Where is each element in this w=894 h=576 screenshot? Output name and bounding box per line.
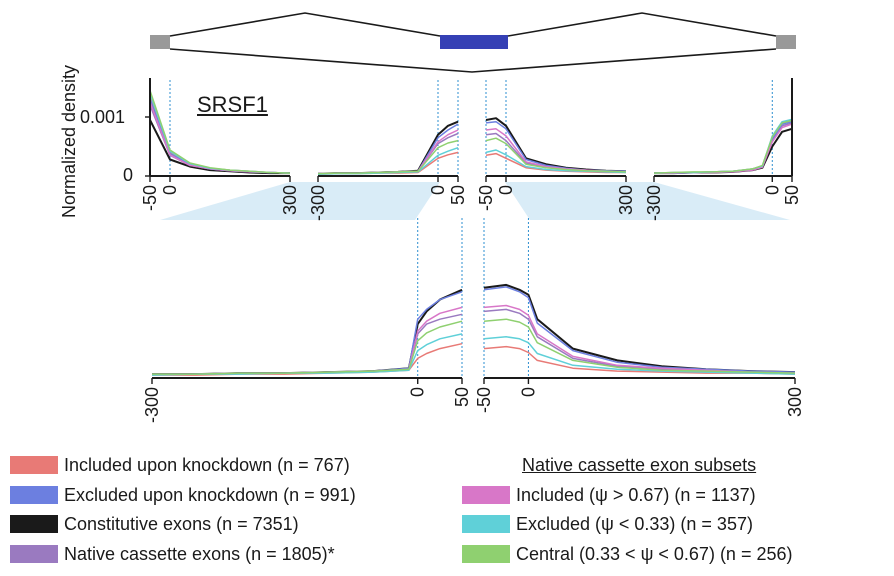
x-tick-label: 0 xyxy=(428,185,448,195)
series-line-included-psi xyxy=(152,307,462,374)
inclusion-junction-left xyxy=(170,13,440,36)
legend-swatch xyxy=(10,515,58,533)
ytick-0: 0 xyxy=(123,165,133,185)
series-line-constitutive xyxy=(484,285,795,372)
zoom-shade-left xyxy=(160,182,440,220)
x-tick-label: -50 xyxy=(140,185,160,211)
cassette-exon xyxy=(440,35,508,49)
x-tick-label: 50 xyxy=(448,185,468,205)
legend-label: Constitutive exons (n = 7351) xyxy=(64,515,299,533)
legend-swatch xyxy=(462,545,510,563)
legend-label: Excluded upon knockdown (n = 991) xyxy=(64,486,356,504)
legend-label: Central (0.33 < ψ < 0.67) (n = 256) xyxy=(516,545,793,563)
legend-swatch xyxy=(10,545,58,563)
y-axis-title: Normalized density xyxy=(59,65,79,218)
x-tick-label: -300 xyxy=(142,387,162,423)
series-line-excluded-psi xyxy=(318,148,458,175)
legend-item-native: Native cassette exons (n = 1805)* xyxy=(10,545,335,563)
legend-subset-title: Native cassette exon subsets xyxy=(522,456,756,474)
x-tick-label: -50 xyxy=(474,387,494,413)
x-tick-label: -300 xyxy=(644,185,664,221)
legend-item-included-psi: Included (ψ > 0.67) (n = 1137) xyxy=(462,486,756,504)
x-tick-label: -300 xyxy=(308,185,328,221)
series-line-native xyxy=(152,314,462,374)
downstream-exon xyxy=(776,35,796,49)
legend-swatch xyxy=(462,486,510,504)
inclusion-junction-right xyxy=(508,13,776,36)
legend-swatch xyxy=(10,456,58,474)
skipping-junction xyxy=(170,49,776,72)
series-line-constitutive xyxy=(654,129,792,173)
x-tick-label: 50 xyxy=(782,185,802,205)
x-tick-label: 300 xyxy=(785,387,805,417)
legend-item-excluded-kd: Excluded upon knockdown (n = 991) xyxy=(10,486,356,504)
x-tick-label: 0 xyxy=(160,185,180,195)
series-line-constitutive xyxy=(318,122,458,174)
legend-item-constitutive: Constitutive exons (n = 7351) xyxy=(10,515,299,533)
legend-swatch xyxy=(462,515,510,533)
legend-item-excluded-psi: Excluded (ψ < 0.33) (n = 357) xyxy=(462,515,753,533)
x-tick-label: 0 xyxy=(518,387,538,397)
series-line-constitutive xyxy=(150,120,290,173)
ytick-0001: 0.001 xyxy=(80,107,125,127)
x-tick-label: 50 xyxy=(452,387,472,407)
legend-swatch xyxy=(10,486,58,504)
upstream-exon xyxy=(150,35,170,49)
x-tick-label: 300 xyxy=(280,185,300,215)
legend-label: Excluded (ψ < 0.33) (n = 357) xyxy=(516,515,753,533)
exon-schematic xyxy=(150,13,796,72)
x-tick-label: 0 xyxy=(762,185,782,195)
legend-label: Included (ψ > 0.67) (n = 1137) xyxy=(516,486,756,504)
x-tick-label: 0 xyxy=(496,185,516,195)
legend-label: Native cassette exons (n = 1805)* xyxy=(64,545,335,563)
gene-label: SRSF1 xyxy=(197,92,268,118)
legend-item-included-kd: Included upon knockdown (n = 767) xyxy=(10,456,350,474)
x-tick-label: 0 xyxy=(408,387,428,397)
legend-item-central-psi: Central (0.33 < ψ < 0.67) (n = 256) xyxy=(462,545,793,563)
x-tick-label: 300 xyxy=(616,185,636,215)
series-line-excluded-kd xyxy=(486,122,626,172)
x-tick-label: -50 xyxy=(476,185,496,211)
legend-label: Included upon knockdown (n = 767) xyxy=(64,456,350,474)
